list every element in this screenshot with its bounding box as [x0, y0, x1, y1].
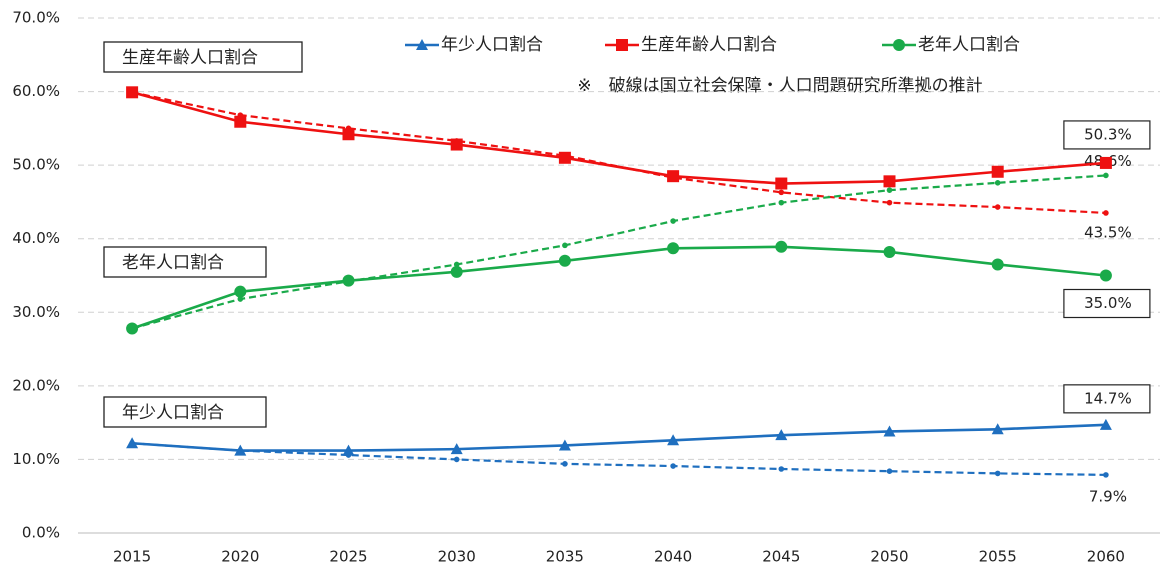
- marker: [778, 466, 785, 472]
- value-label: 14.7%: [1084, 389, 1132, 407]
- annotation-box: [103, 41, 303, 73]
- label-box: [1063, 120, 1151, 150]
- marker: [778, 189, 785, 196]
- legend-label: 老年人口割合: [918, 35, 1020, 55]
- marker: [237, 296, 244, 302]
- marker: [991, 258, 1004, 271]
- x-tick-label: 2020: [221, 548, 259, 566]
- x-tick-label: 2035: [546, 548, 584, 566]
- y-tick-label: 20.0%: [12, 376, 60, 394]
- marker: [1099, 269, 1112, 282]
- value-label: 7.9%: [1089, 487, 1127, 505]
- series: 50.3%: [126, 86, 1151, 190]
- marker: [883, 245, 896, 258]
- marker: [883, 425, 896, 437]
- legend-marker: [416, 39, 428, 50]
- label-box: [1063, 384, 1151, 414]
- annotation: 年少人口割合: [122, 403, 224, 423]
- marker: [234, 444, 247, 456]
- marker: [775, 429, 788, 441]
- annotation-box: [103, 246, 267, 278]
- value-label: 43.5%: [1084, 223, 1132, 241]
- line: [131, 174, 1106, 330]
- line: [131, 91, 1106, 215]
- marker: [558, 151, 571, 164]
- marker: [342, 128, 355, 141]
- y-tick-label: 60.0%: [12, 82, 60, 100]
- marker: [670, 463, 676, 469]
- x-tick-label: 2015: [113, 548, 151, 566]
- marker: [994, 180, 1001, 186]
- marker: [994, 204, 1001, 210]
- legend-marker: [616, 39, 628, 51]
- note: ※ 破線は国立社会保障・人口問題研究所準拠の推計: [577, 76, 982, 96]
- marker: [778, 199, 785, 206]
- marker: [342, 274, 355, 287]
- marker: [667, 434, 680, 446]
- x-tick-label: 2045: [762, 548, 800, 566]
- marker: [234, 115, 247, 128]
- marker: [670, 218, 676, 224]
- y-tick-label: 40.0%: [12, 229, 60, 247]
- marker: [126, 322, 139, 335]
- marker: [453, 261, 460, 268]
- marker: [1103, 210, 1109, 216]
- marker: [562, 461, 568, 467]
- series: 48.6%: [129, 152, 1132, 332]
- marker: [562, 242, 568, 249]
- marker: [558, 439, 571, 451]
- legend-label: 年少人口割合: [441, 35, 543, 55]
- legend-marker: [893, 39, 905, 51]
- value-label: 35.0%: [1084, 294, 1132, 312]
- x-tick-label: 2055: [979, 548, 1017, 566]
- marker: [450, 138, 463, 151]
- marker: [1099, 156, 1112, 169]
- marker: [558, 254, 571, 267]
- value-label: 50.3%: [1084, 125, 1132, 143]
- line: [131, 245, 1107, 330]
- marker: [450, 443, 463, 455]
- marker: [775, 177, 788, 190]
- annotation: 老年人口割合: [122, 253, 224, 273]
- x-tick-label: 2060: [1087, 548, 1125, 566]
- y-tick-label: 10.0%: [12, 450, 60, 468]
- x-tick-label: 2050: [870, 548, 908, 566]
- marker: [234, 285, 247, 298]
- marker: [994, 470, 1001, 477]
- marker: [453, 456, 460, 463]
- marker: [886, 187, 893, 193]
- x-tick-label: 2025: [329, 548, 367, 566]
- series: 35.0%: [126, 240, 1151, 335]
- annotation: 生産年齢人口割合: [122, 48, 258, 68]
- line: [131, 91, 1107, 185]
- line: [132, 442, 1106, 476]
- marker: [1103, 472, 1109, 478]
- marker: [886, 199, 893, 206]
- marker: [883, 175, 896, 188]
- x-tick-label: 2030: [438, 548, 476, 566]
- y-tick-label: 50.0%: [12, 156, 60, 174]
- series: 14.7%: [126, 384, 1151, 456]
- legend-label: 生産年齢人口割合: [641, 35, 777, 55]
- marker: [667, 170, 680, 183]
- x-tick-label: 2040: [654, 548, 692, 566]
- marker: [991, 165, 1004, 178]
- marker: [667, 242, 680, 255]
- marker: [1103, 172, 1109, 179]
- marker: [126, 86, 139, 99]
- marker: [450, 265, 463, 278]
- y-tick-label: 0.0%: [22, 524, 60, 542]
- label-box: [1063, 288, 1151, 319]
- marker: [1099, 418, 1112, 430]
- marker: [775, 240, 788, 253]
- annotation-box: [103, 396, 267, 428]
- marker: [991, 423, 1004, 435]
- marker: [126, 437, 139, 449]
- marker: [342, 444, 355, 456]
- marker: [886, 468, 893, 475]
- y-tick-label: 30.0%: [12, 303, 60, 321]
- y-tick-label: 70.0%: [12, 9, 60, 27]
- line: [132, 423, 1106, 452]
